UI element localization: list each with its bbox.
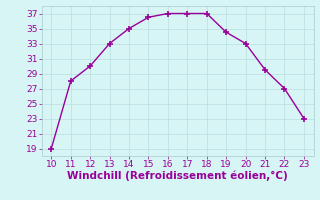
X-axis label: Windchill (Refroidissement éolien,°C): Windchill (Refroidissement éolien,°C) <box>67 171 288 181</box>
